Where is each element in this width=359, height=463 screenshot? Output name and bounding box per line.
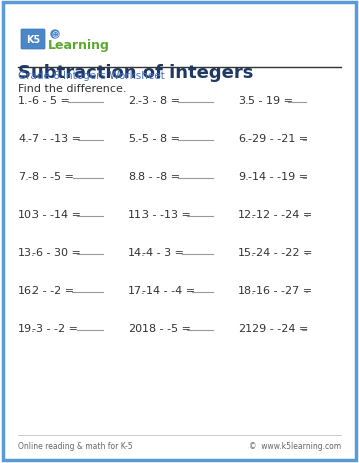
Text: -16 - -27 =: -16 - -27 = (252, 285, 312, 295)
Text: 6.: 6. (238, 134, 249, 144)
Text: 17.: 17. (128, 285, 146, 295)
Text: Find the difference.: Find the difference. (18, 84, 126, 94)
Text: -12 - -24 =: -12 - -24 = (252, 210, 312, 219)
Text: 14.: 14. (128, 247, 146, 257)
Text: Online reading & math for K-5: Online reading & math for K-5 (18, 441, 132, 450)
Text: 5.: 5. (128, 134, 139, 144)
Text: -29 - -21 =: -29 - -21 = (248, 134, 308, 144)
Text: 3 - -14 =: 3 - -14 = (32, 210, 81, 219)
Text: 9.: 9. (238, 172, 249, 181)
Circle shape (51, 31, 59, 39)
Text: -3 - 8 =: -3 - 8 = (138, 96, 180, 106)
Text: 16.: 16. (18, 285, 36, 295)
Text: 21.: 21. (238, 323, 256, 333)
FancyBboxPatch shape (21, 30, 45, 50)
Text: 19.: 19. (18, 323, 36, 333)
Text: Subtraction of integers: Subtraction of integers (18, 64, 253, 82)
Text: 13.: 13. (18, 247, 36, 257)
Text: Grade 6 Integers Worksheet: Grade 6 Integers Worksheet (18, 71, 165, 81)
Text: 20.: 20. (128, 323, 146, 333)
Text: -6 - 5 =: -6 - 5 = (28, 96, 70, 106)
Text: 18 - -5 =: 18 - -5 = (142, 323, 191, 333)
Text: 4.: 4. (18, 134, 29, 144)
Text: 7.: 7. (18, 172, 29, 181)
Text: -4 - 3 =: -4 - 3 = (142, 247, 184, 257)
Text: 8 - -8 =: 8 - -8 = (138, 172, 180, 181)
Text: -6 - 30 =: -6 - 30 = (32, 247, 81, 257)
Text: 3 - -13 =: 3 - -13 = (142, 210, 191, 219)
Text: 8.: 8. (128, 172, 139, 181)
Text: 12.: 12. (238, 210, 256, 219)
Text: Learning: Learning (48, 38, 110, 51)
Text: ©  www.k5learning.com: © www.k5learning.com (249, 441, 341, 450)
Text: -14 - -4 =: -14 - -4 = (142, 285, 195, 295)
Text: -5 - 8 =: -5 - 8 = (138, 134, 180, 144)
Text: 2.: 2. (128, 96, 139, 106)
Text: -14 - -19 =: -14 - -19 = (248, 172, 308, 181)
Text: 2 - -2 =: 2 - -2 = (32, 285, 74, 295)
Text: -7 - -13 =: -7 - -13 = (28, 134, 81, 144)
Text: 3.: 3. (238, 96, 249, 106)
Text: 1.: 1. (18, 96, 29, 106)
Text: 5 - 19 =: 5 - 19 = (248, 96, 293, 106)
Text: -3 - -2 =: -3 - -2 = (32, 323, 78, 333)
Text: ☺: ☺ (51, 32, 59, 38)
Text: 15.: 15. (238, 247, 256, 257)
Text: 11.: 11. (128, 210, 146, 219)
Text: -8 - -5 =: -8 - -5 = (28, 172, 74, 181)
Text: 29 - -24 =: 29 - -24 = (252, 323, 308, 333)
Text: 18.: 18. (238, 285, 256, 295)
Text: K5: K5 (26, 35, 40, 45)
Text: -24 - -22 =: -24 - -22 = (252, 247, 312, 257)
Text: 10.: 10. (18, 210, 36, 219)
